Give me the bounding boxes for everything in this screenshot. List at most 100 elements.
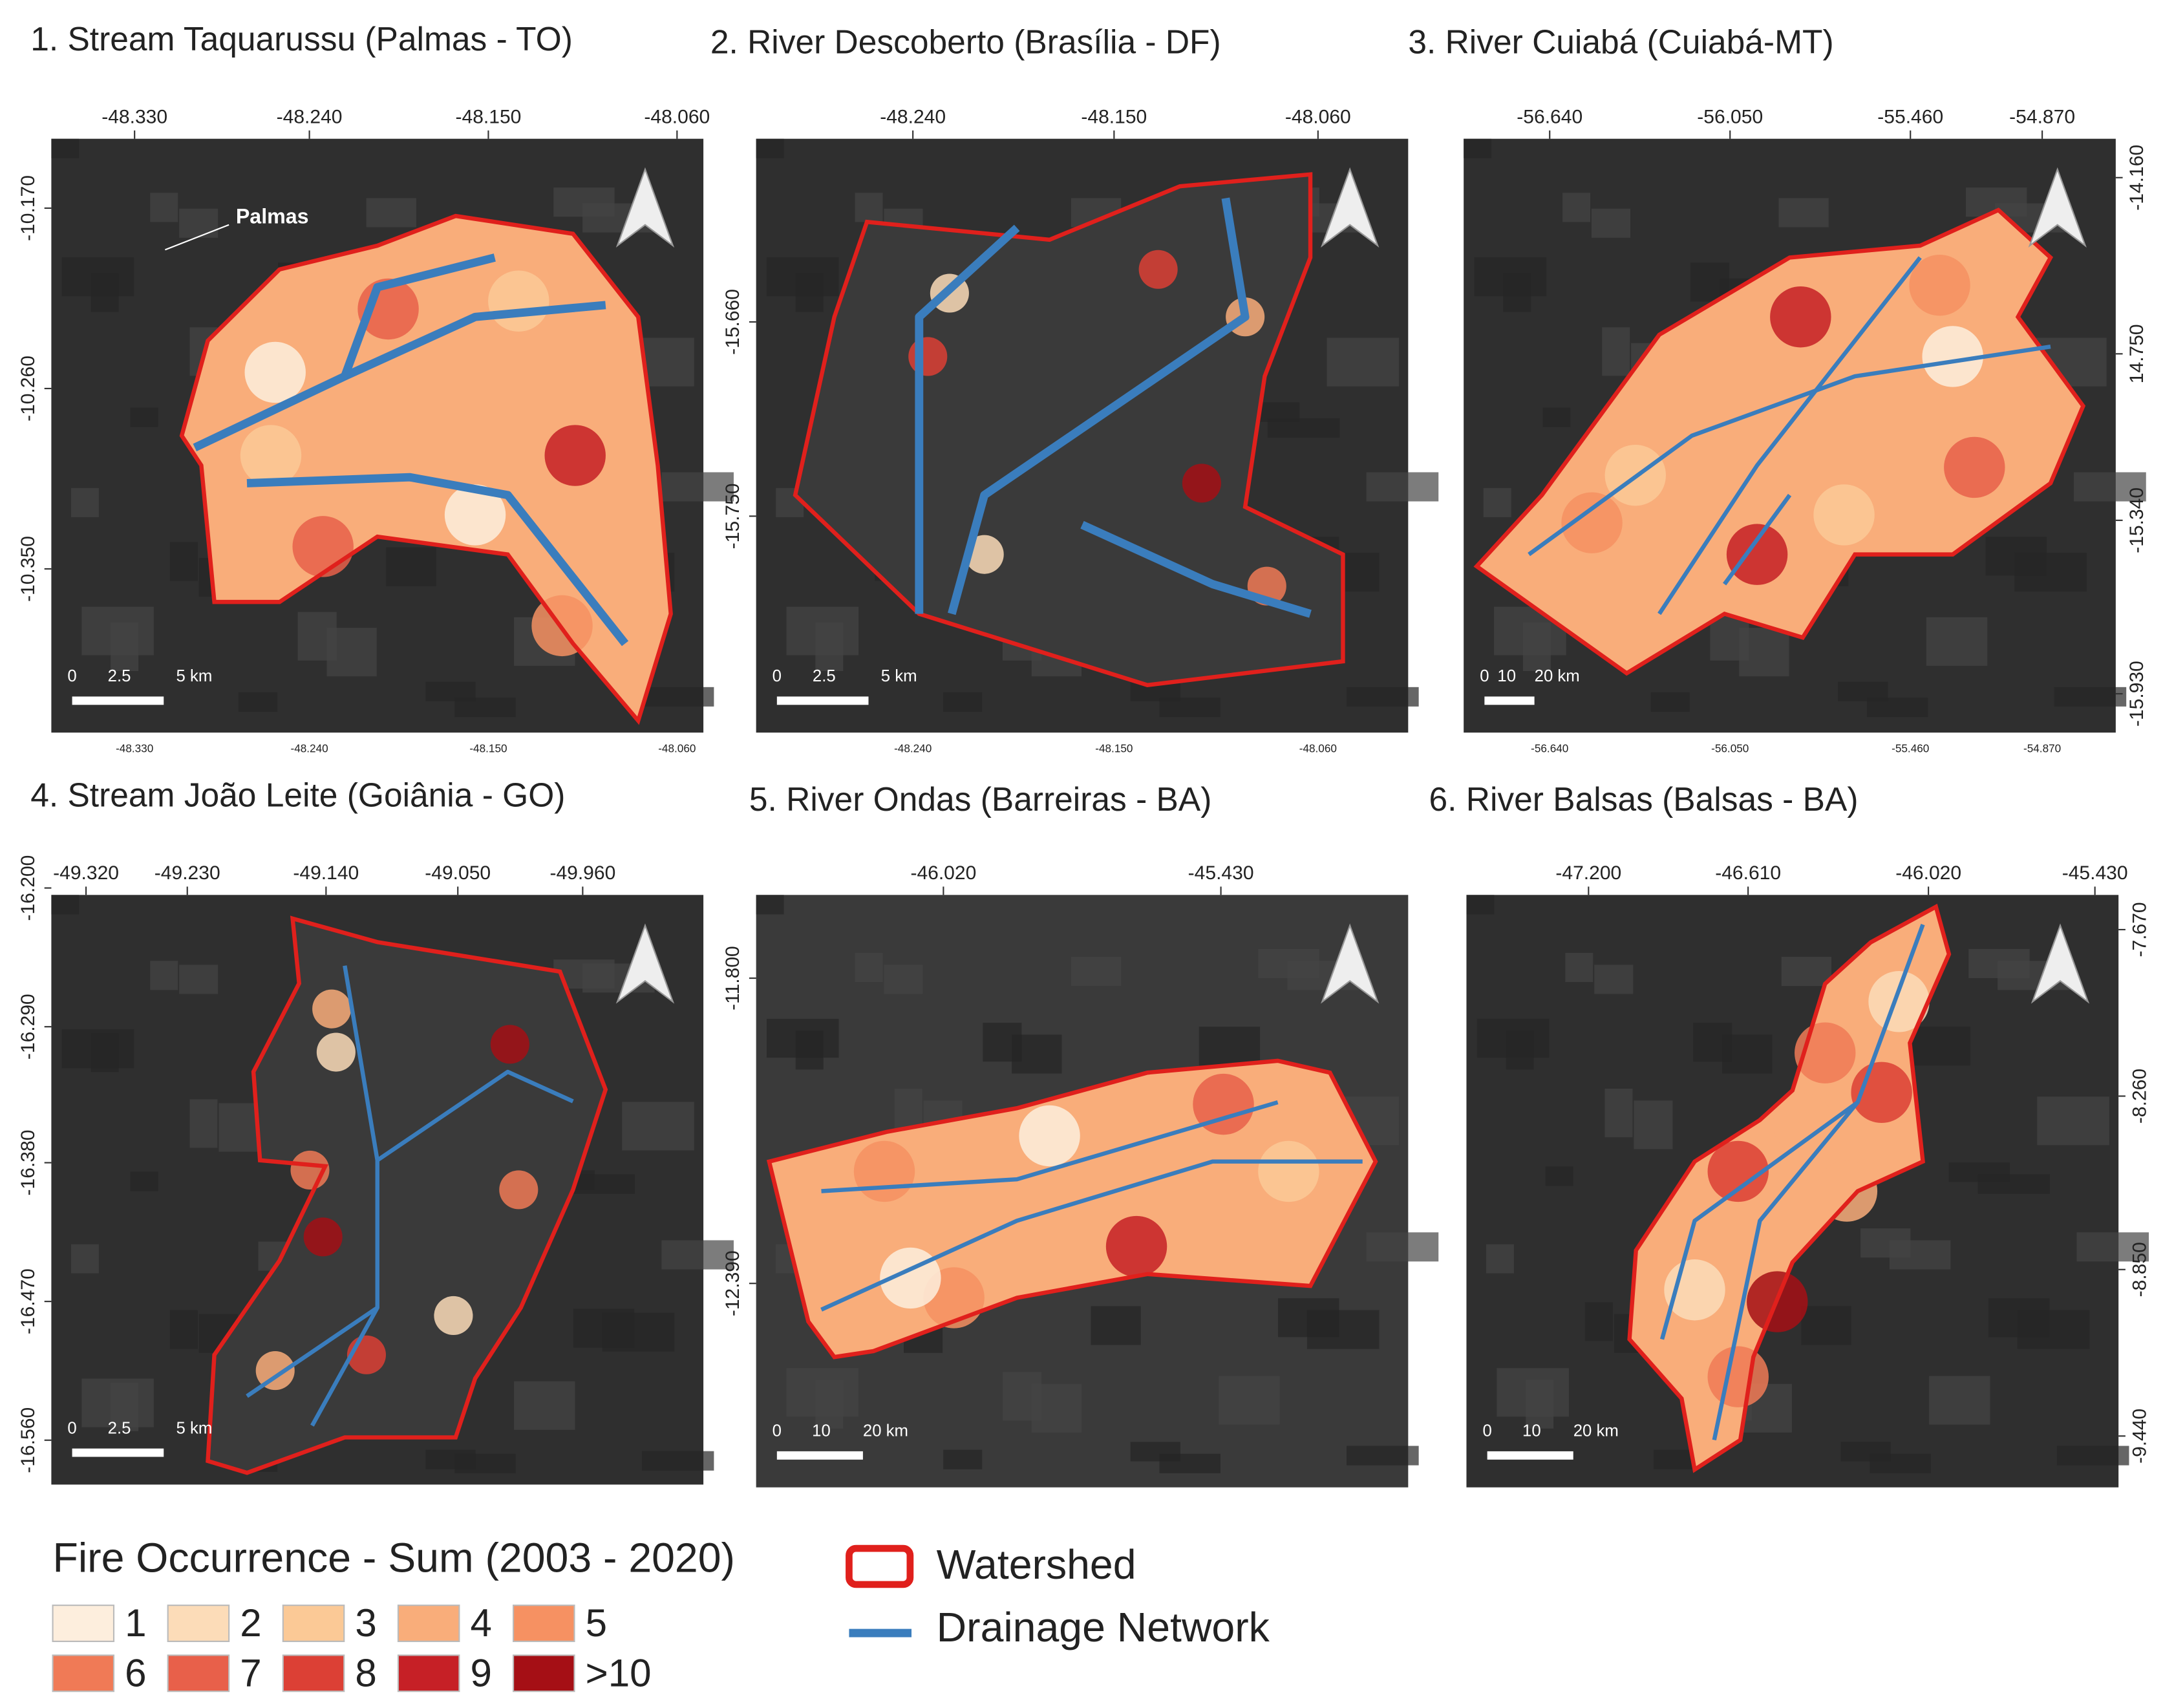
scale-label: 10	[812, 1422, 831, 1440]
terrain-patch	[641, 687, 714, 707]
side-tick-label: -11.800	[722, 946, 743, 1010]
terrain-patch	[855, 953, 883, 983]
bottom-tick-label: -56.640	[1531, 742, 1568, 754]
side-tick-label: -15.930	[2126, 661, 2147, 727]
scale-label: 5 km	[176, 1419, 213, 1437]
terrain-patch	[943, 1449, 983, 1469]
terrain-patch	[425, 1449, 476, 1469]
terrain-patch	[386, 547, 436, 586]
terrain-patch	[1968, 948, 2030, 978]
terrain-patch	[983, 1023, 1022, 1062]
side-tick-label: -15.750	[722, 483, 743, 549]
north-arrow	[615, 167, 675, 248]
panel-title: 3. River Cuiabá (Cuiabá-MT)	[1408, 23, 1833, 60]
drainage-line	[948, 197, 1250, 615]
scale-label: 5 km	[176, 667, 213, 685]
terrain-patch	[70, 487, 99, 518]
terrain-patch	[2056, 1446, 2129, 1466]
scale-label: 2.5	[108, 1419, 131, 1437]
top-tick-label: -46.020	[1895, 862, 1961, 884]
drainage-line	[821, 1100, 1279, 1193]
scale-label: 10	[1497, 667, 1516, 685]
terrain-patch	[366, 198, 416, 228]
terrain-patch	[2054, 687, 2127, 707]
terrain-patch	[1650, 692, 1690, 712]
fire-patch	[240, 425, 302, 486]
terrain-patch	[1604, 1089, 1633, 1138]
drainage-line	[1712, 924, 1925, 1441]
terrain-patch	[756, 895, 784, 915]
legend-swatch	[282, 1654, 345, 1692]
fire-patch	[488, 270, 549, 332]
terrain-patch	[1002, 1372, 1041, 1421]
side-tick-label: -16.290	[17, 994, 39, 1060]
scale-bar	[72, 1448, 164, 1457]
fire-patch	[1182, 464, 1221, 503]
bottom-tick-label: -48.240	[290, 742, 328, 754]
side-tick-label: 14.750	[2126, 324, 2147, 383]
legend-label: 3	[355, 1601, 376, 1645]
terrain-patch	[756, 138, 784, 158]
side-tick-label: -15.660	[722, 289, 743, 355]
terrain-patch	[1476, 1018, 1550, 1058]
side-tick-label: -10.170	[17, 175, 39, 241]
fire-patch	[444, 484, 506, 546]
fire-patch	[1664, 1259, 1725, 1321]
scale-label: 0	[67, 1419, 76, 1437]
terrain-patch	[179, 965, 218, 994]
watershed-boundary	[206, 915, 608, 1475]
terrain-patch	[130, 407, 158, 427]
scale-bar	[1487, 1451, 1573, 1460]
terrain-patch	[130, 1171, 158, 1191]
terrain-patch	[150, 961, 178, 990]
fire-patch	[490, 1025, 529, 1064]
fire-patch	[1707, 1140, 1769, 1202]
legend-label: 7	[240, 1651, 261, 1694]
terrain-patch	[169, 542, 198, 581]
legend-label: 4	[471, 1601, 492, 1645]
terrain-patch	[1693, 1023, 1732, 1062]
drainage-line	[915, 224, 1020, 614]
side-tick-label: -16.560	[17, 1407, 39, 1473]
terrain-patch	[51, 138, 80, 158]
legend-title: Fire Occurrence - Sum (2003 - 2020)	[53, 1534, 735, 1581]
terrain-patch	[786, 606, 859, 656]
side-tick-label: -12.390	[722, 1250, 743, 1316]
terrain-patch	[81, 606, 154, 656]
fire-patch	[544, 425, 606, 486]
terrain-patch	[884, 965, 923, 994]
watershed-boundary	[793, 172, 1345, 688]
drainage-line	[246, 1306, 379, 1398]
legend-swatch	[282, 1605, 345, 1643]
panel-title: 4. Stream João Leite (Goiânia - GO)	[30, 776, 565, 814]
side-tick-label: -8.260	[2129, 1069, 2150, 1124]
top-tick-label: -47.200	[1555, 862, 1621, 884]
scale-label: 0	[773, 667, 782, 685]
terrain-patch	[1778, 198, 1829, 228]
burned-area	[182, 216, 671, 721]
top-tick-label: -48.240	[880, 106, 946, 127]
terrain-patch	[169, 1310, 198, 1349]
terrain-patch	[218, 1103, 258, 1152]
fire-patch	[1726, 524, 1788, 585]
bottom-tick-label: -54.870	[2023, 742, 2061, 754]
drainage-line	[246, 473, 629, 646]
terrain-patch	[70, 1244, 99, 1274]
legend-swatch	[167, 1654, 230, 1692]
side-tick-label: -7.670	[2129, 902, 2150, 957]
legend-swatch	[397, 1605, 460, 1643]
top-tick-label: -49.140	[293, 862, 359, 884]
top-tick-label: -46.610	[1715, 862, 1781, 884]
legend-swatch	[52, 1654, 115, 1692]
terrain-patch	[1542, 407, 1571, 427]
top-tick-label: -49.230	[155, 862, 220, 884]
terrain-patch	[425, 681, 476, 701]
fire-patch	[853, 1140, 915, 1202]
bottom-tick-label: -48.060	[1299, 742, 1337, 754]
fire-patch	[312, 989, 352, 1029]
terrain-patch	[1347, 687, 1419, 707]
terrain-patch	[855, 193, 883, 222]
legend-swatch	[52, 1605, 115, 1643]
